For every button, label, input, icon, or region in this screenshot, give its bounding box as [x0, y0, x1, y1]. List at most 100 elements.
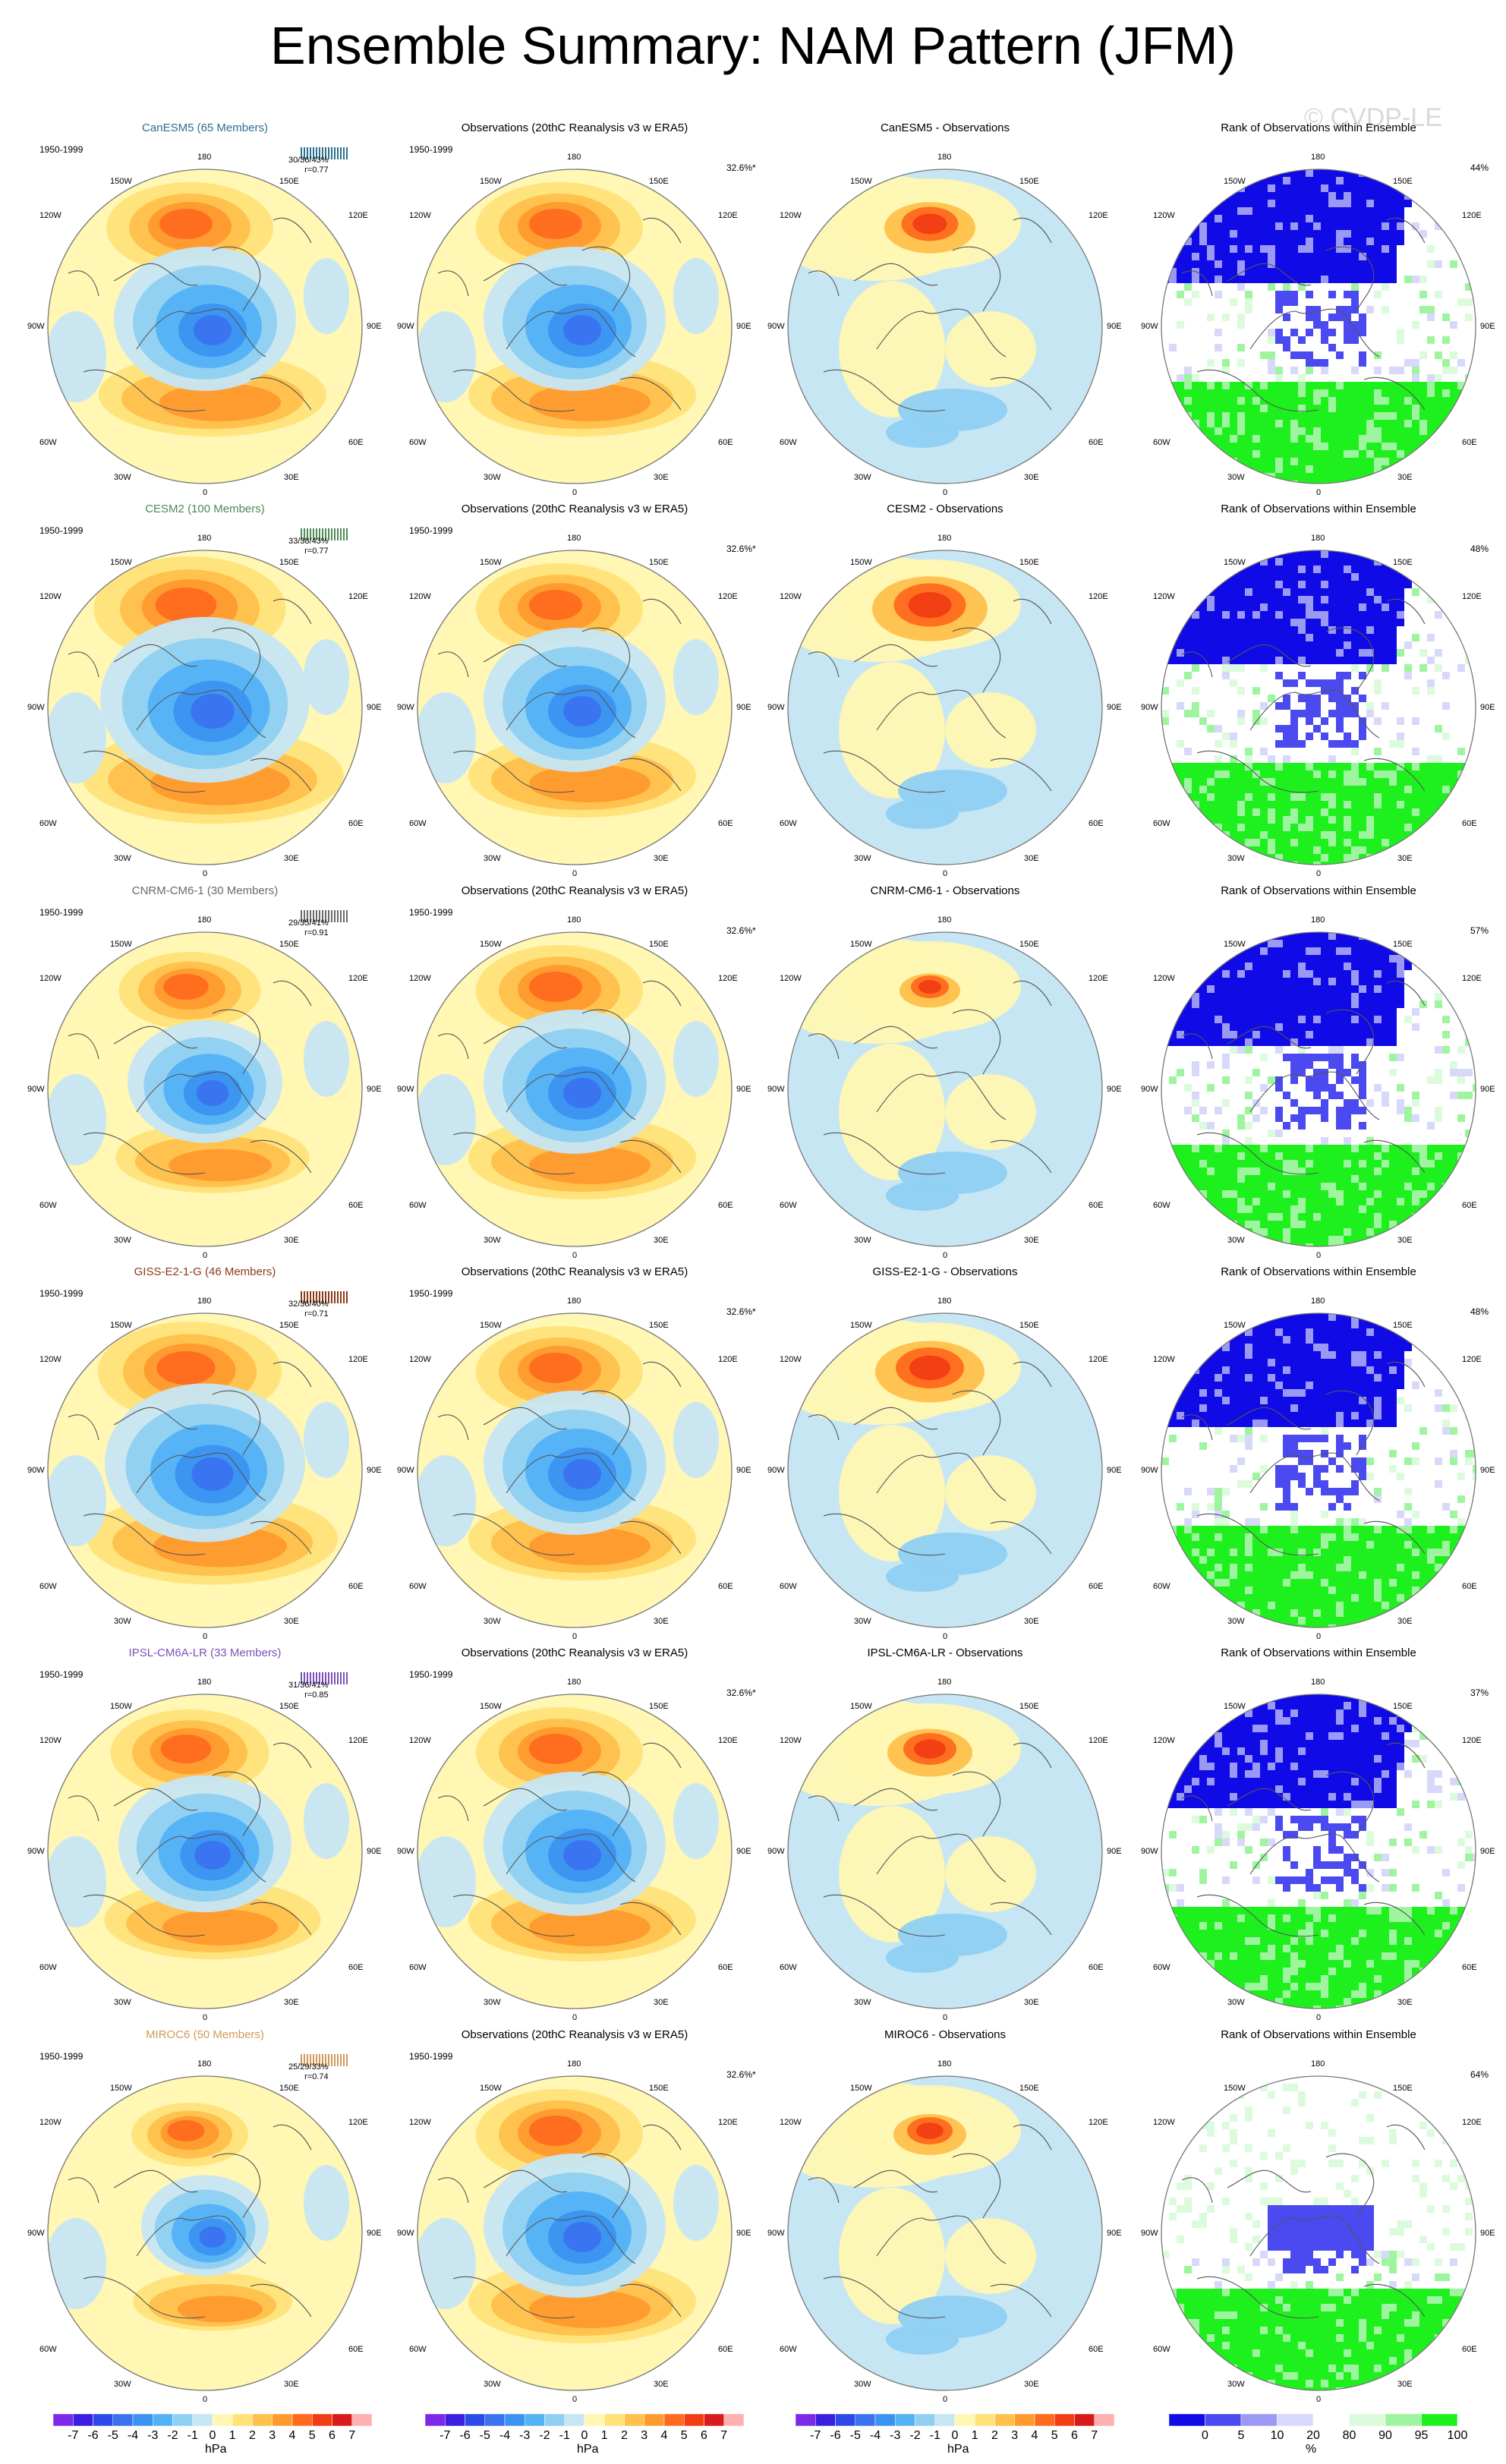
rank-cell	[1260, 1190, 1268, 1198]
rank-cell	[1252, 1221, 1260, 1228]
rank-cell	[1473, 831, 1476, 839]
rank-cell	[1457, 245, 1465, 253]
rank-cell	[1336, 1374, 1344, 1382]
rank-cell	[1344, 260, 1351, 268]
rank-cell	[1283, 298, 1290, 306]
rank-cell	[1237, 710, 1245, 717]
rank-cell	[1260, 831, 1268, 839]
rank-cell	[1344, 1313, 1351, 1321]
rank-cell	[1207, 770, 1215, 778]
rank-cell	[1442, 649, 1450, 657]
rank-cell	[1336, 253, 1344, 260]
anomaly-contour-fill	[529, 383, 651, 421]
rank-cell	[1435, 649, 1442, 657]
rank-cell	[1427, 801, 1435, 808]
rank-cell	[1177, 207, 1184, 215]
rank-cell	[1427, 862, 1435, 865]
rank-cell	[1207, 1000, 1215, 1008]
rank-cell	[1374, 793, 1382, 801]
rank-cell	[1366, 1175, 1374, 1183]
rank-cell	[1382, 932, 1389, 940]
rank-cell	[1215, 1374, 1222, 1382]
rank-cell	[1374, 1313, 1382, 1321]
rank-cell	[1465, 1145, 1473, 1152]
rank-cell	[1328, 253, 1336, 260]
rug-tick	[301, 528, 302, 540]
correlation-stat: r=0.77	[304, 547, 329, 556]
rank-cell	[1207, 1008, 1215, 1016]
rank-cell	[1184, 1031, 1192, 1038]
rank-cell	[1199, 412, 1207, 420]
longitude-label: 150W	[1224, 558, 1246, 567]
rank-cell	[1321, 566, 1328, 573]
rank-cell	[1161, 1008, 1169, 1016]
rank-cell	[1222, 672, 1230, 679]
rank-cell	[1336, 1344, 1344, 1351]
rank-cell	[1397, 1382, 1404, 1389]
rank-cell	[1298, 1243, 1306, 1246]
rank-cell	[1457, 1190, 1465, 1198]
rank-cell	[1268, 1175, 1275, 1183]
rank-cell	[1199, 1175, 1207, 1183]
rank-cell	[1184, 260, 1192, 268]
rank-cell	[1184, 1084, 1192, 1092]
rank-cell	[1222, 1351, 1230, 1359]
rank-cell	[1328, 710, 1336, 717]
rank-cell	[1184, 1328, 1192, 1336]
rank-cell	[1328, 955, 1336, 963]
rank-cell	[1298, 1351, 1306, 1359]
rank-cell	[1245, 634, 1252, 641]
rank-cell	[1207, 611, 1215, 619]
coastline	[1249, 308, 1380, 358]
rank-cell	[1351, 1145, 1359, 1152]
rank-cell	[1321, 1167, 1328, 1175]
rank-cell	[1252, 573, 1260, 581]
rank-cell	[1313, 1359, 1321, 1366]
rank-cell	[1298, 1167, 1306, 1175]
rank-cell	[1351, 1092, 1359, 1099]
rank-cell	[1222, 389, 1230, 397]
rug-tick	[328, 147, 329, 159]
rank-cell	[1230, 596, 1237, 603]
rank-cell	[1366, 1190, 1374, 1198]
rank-cell	[1359, 427, 1366, 435]
rank-cell	[1328, 588, 1336, 596]
coastline	[136, 1452, 266, 1501]
rank-cell	[1442, 596, 1450, 603]
rank-cell	[1290, 314, 1298, 321]
rank-cell	[1359, 1152, 1366, 1160]
rank-cell	[1290, 947, 1298, 955]
rank-cell	[1313, 581, 1321, 588]
rank-cell	[1237, 634, 1245, 641]
rank-cell	[1207, 947, 1215, 955]
rank-cell	[1351, 978, 1359, 985]
map-border	[417, 169, 733, 484]
rank-cell	[1397, 993, 1404, 1000]
coastline	[990, 377, 1052, 411]
rank-cell	[1260, 1313, 1268, 1321]
rank-cell	[1336, 1183, 1344, 1190]
rank-cell	[1260, 200, 1268, 207]
rank-cell	[1169, 793, 1177, 801]
rank-cell	[1313, 778, 1321, 786]
rank-cell	[1275, 1114, 1283, 1122]
rank-cell	[1313, 985, 1321, 993]
rank-cell	[1275, 626, 1283, 634]
rank-cell	[1435, 314, 1442, 321]
rank-cell	[1245, 947, 1252, 955]
rank-cell	[1359, 963, 1366, 970]
rank-cell	[1290, 1152, 1298, 1160]
rank-cell	[1177, 634, 1184, 641]
rank-cell	[1184, 786, 1192, 793]
rank-cell	[1230, 846, 1237, 854]
rank-cell	[1215, 573, 1222, 581]
polar-map	[787, 931, 1103, 1247]
rank-cell	[1382, 649, 1389, 657]
rank-cell	[1290, 1328, 1298, 1336]
longitude-label: 180	[567, 915, 581, 925]
rank-cell	[1336, 207, 1344, 215]
rank-cell	[1207, 238, 1215, 245]
rank-cell	[1245, 611, 1252, 619]
rank-cell	[1306, 596, 1313, 603]
rank-cell	[1366, 963, 1374, 970]
